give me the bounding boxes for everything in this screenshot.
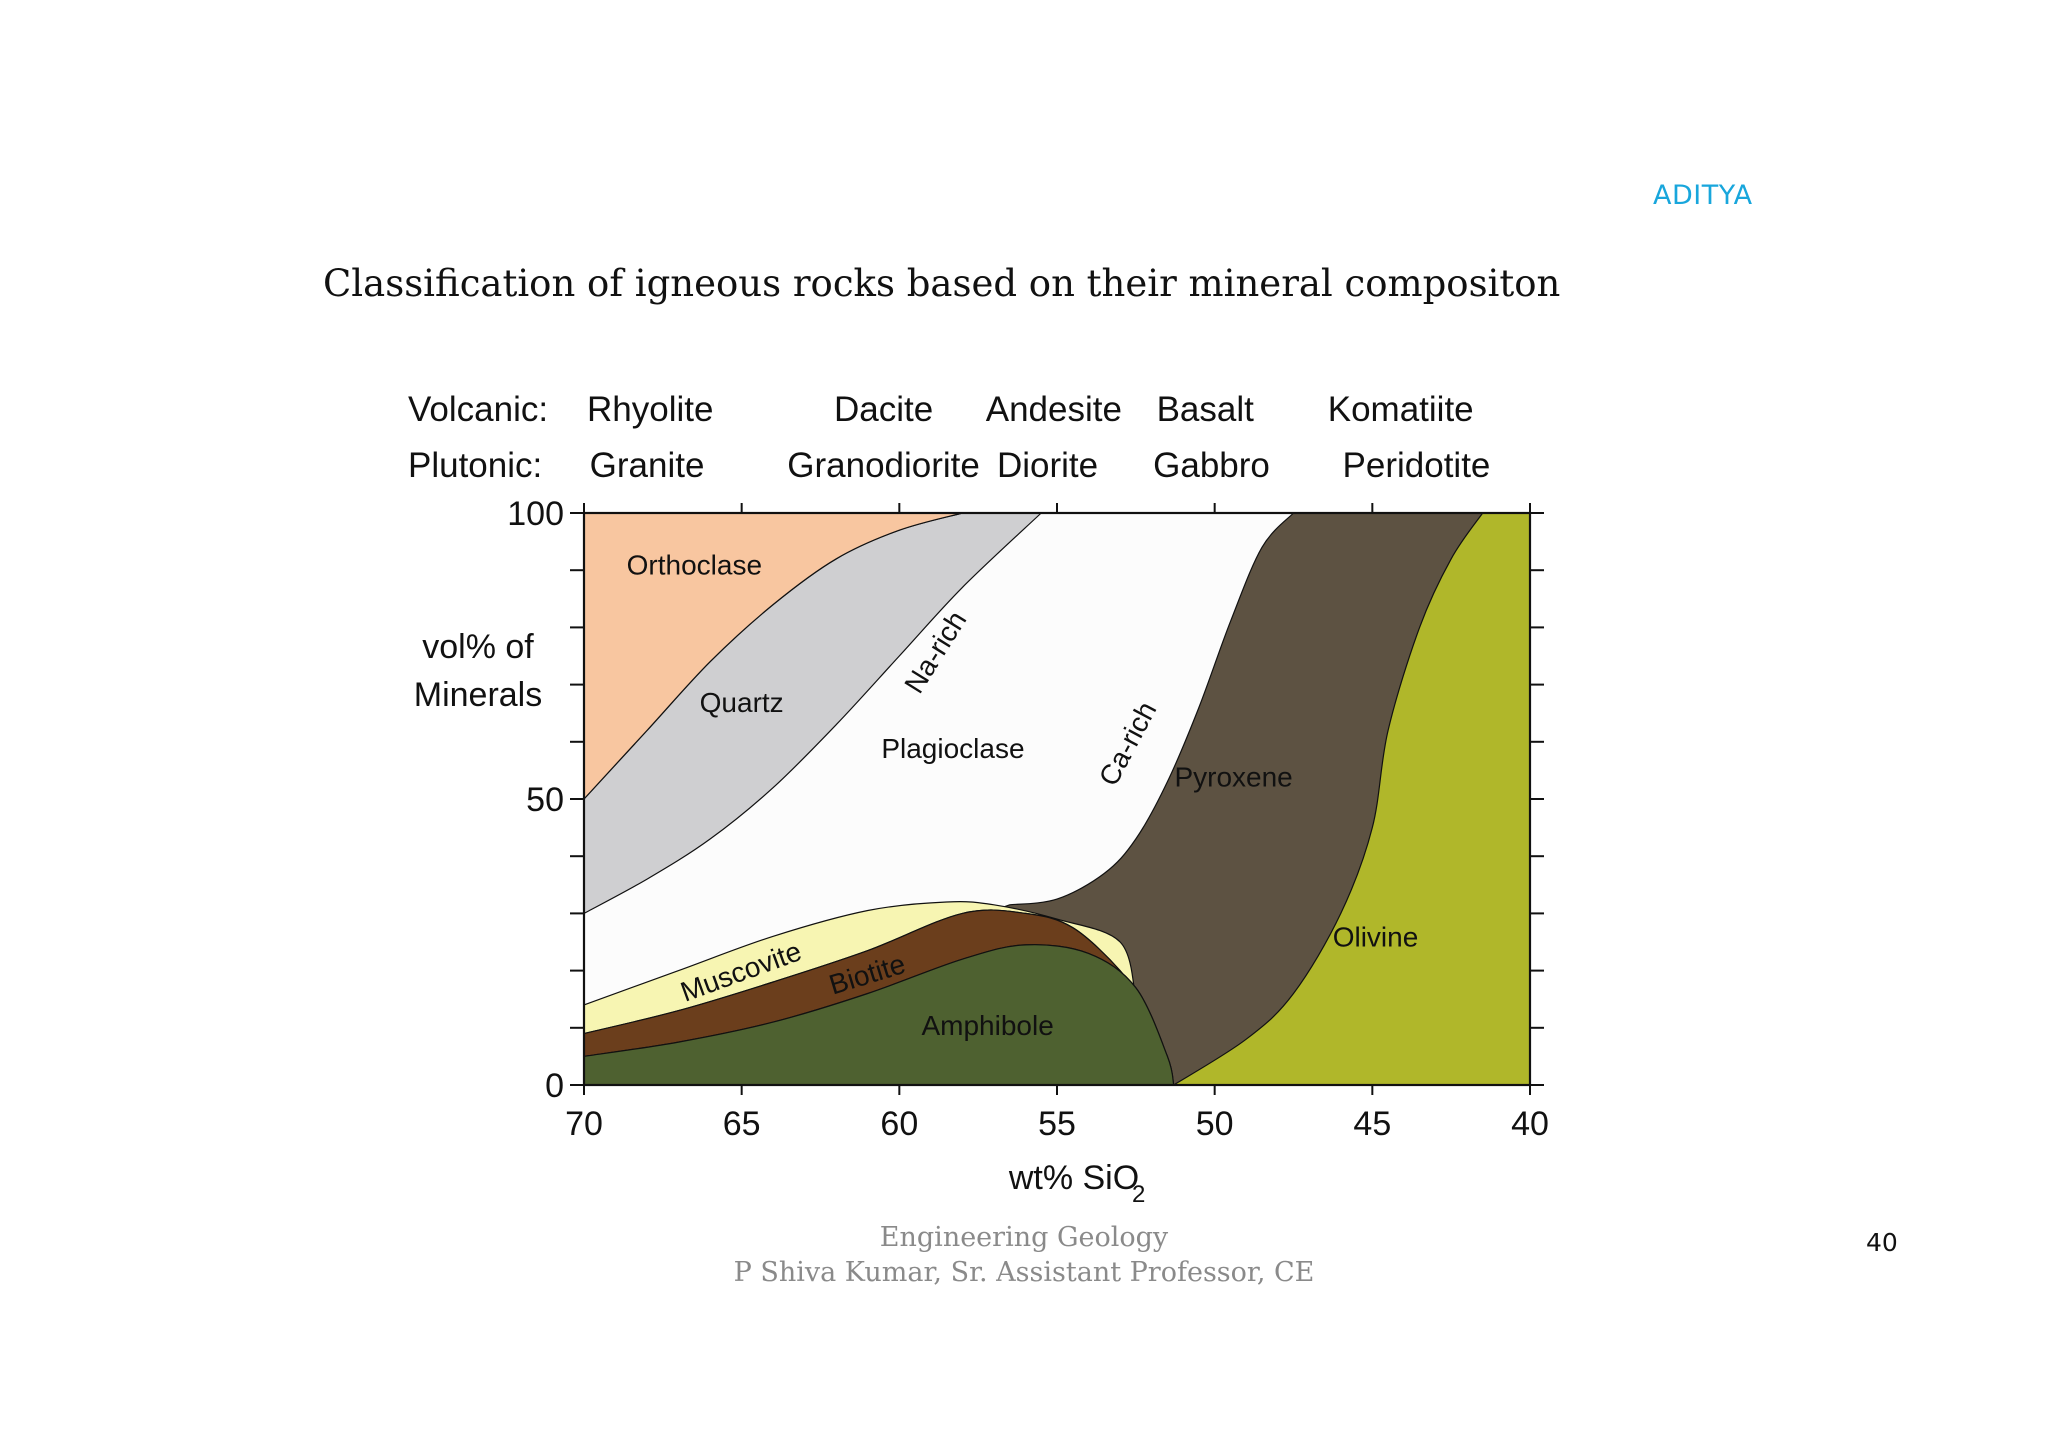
y-tick-label: 50 — [526, 781, 564, 819]
x-axis-label: wt% SiO — [1008, 1159, 1139, 1197]
x-tick-label: 70 — [565, 1105, 603, 1143]
x-tick-label: 65 — [723, 1105, 761, 1143]
mineral-label-pyroxene: Pyroxene — [1174, 761, 1292, 792]
amphibole-field — [583, 944, 1175, 1086]
mineral-label-olivine: Olivine — [1333, 922, 1419, 953]
y-tick-label: 100 — [507, 495, 564, 533]
brand-logo-text: ADITYA — [1653, 180, 1753, 211]
volcanic-rock-dacite: Dacite — [833, 390, 934, 429]
plutonic-rock-gabbro: Gabbro — [1153, 446, 1270, 485]
volcanic-rock-komatiite: Komatiite — [1327, 390, 1474, 429]
x-tick-label: 55 — [1038, 1105, 1076, 1143]
plutonic-rock-diorite: Diorite — [996, 446, 1099, 485]
x-axis-label-subscript: 2 — [1132, 1181, 1145, 1208]
y-axis-label-line1: vol% of — [422, 628, 534, 666]
plutonic-rock-peridotite: Peridotite — [1342, 446, 1491, 485]
mineral-label-quartz: Quartz — [700, 687, 784, 718]
volcanic-row-label: Volcanic: — [408, 390, 549, 429]
x-tick-label: 50 — [1196, 1105, 1234, 1143]
plutonic-row-label: Plutonic: — [408, 446, 543, 485]
volcanic-rock-rhyolite: Rhyolite — [586, 390, 714, 429]
mineral-label-amphibole: Amphibole — [921, 1010, 1053, 1041]
y-axis-label-line2: Minerals — [414, 676, 542, 714]
mineral-label-orthoclase: Orthoclase — [627, 550, 762, 581]
footer-course: Engineering Geology — [879, 1222, 1169, 1253]
footer-author: P Shiva Kumar, Sr. Assistant Professor, … — [733, 1257, 1315, 1288]
x-tick-label: 45 — [1353, 1105, 1391, 1143]
mineral-label-plagioclase: Plagioclase — [881, 733, 1024, 764]
orthoclase-field — [583, 512, 963, 801]
y-tick-label: 0 — [545, 1067, 564, 1105]
plutonic-rock-granite: Granite — [589, 446, 705, 485]
plutonic-rock-granodiorite: Granodiorite — [787, 446, 980, 485]
x-tick-label: 40 — [1511, 1105, 1549, 1143]
volcanic-rock-basalt: Basalt — [1156, 390, 1254, 429]
volcanic-rock-andesite: Andesite — [985, 390, 1122, 429]
olivine-field — [1171, 512, 1531, 1086]
slide-title: Classification of igneous rocks based on… — [323, 262, 1561, 305]
slide-number: 40 — [1866, 1228, 1898, 1257]
x-tick-label: 60 — [880, 1105, 918, 1143]
